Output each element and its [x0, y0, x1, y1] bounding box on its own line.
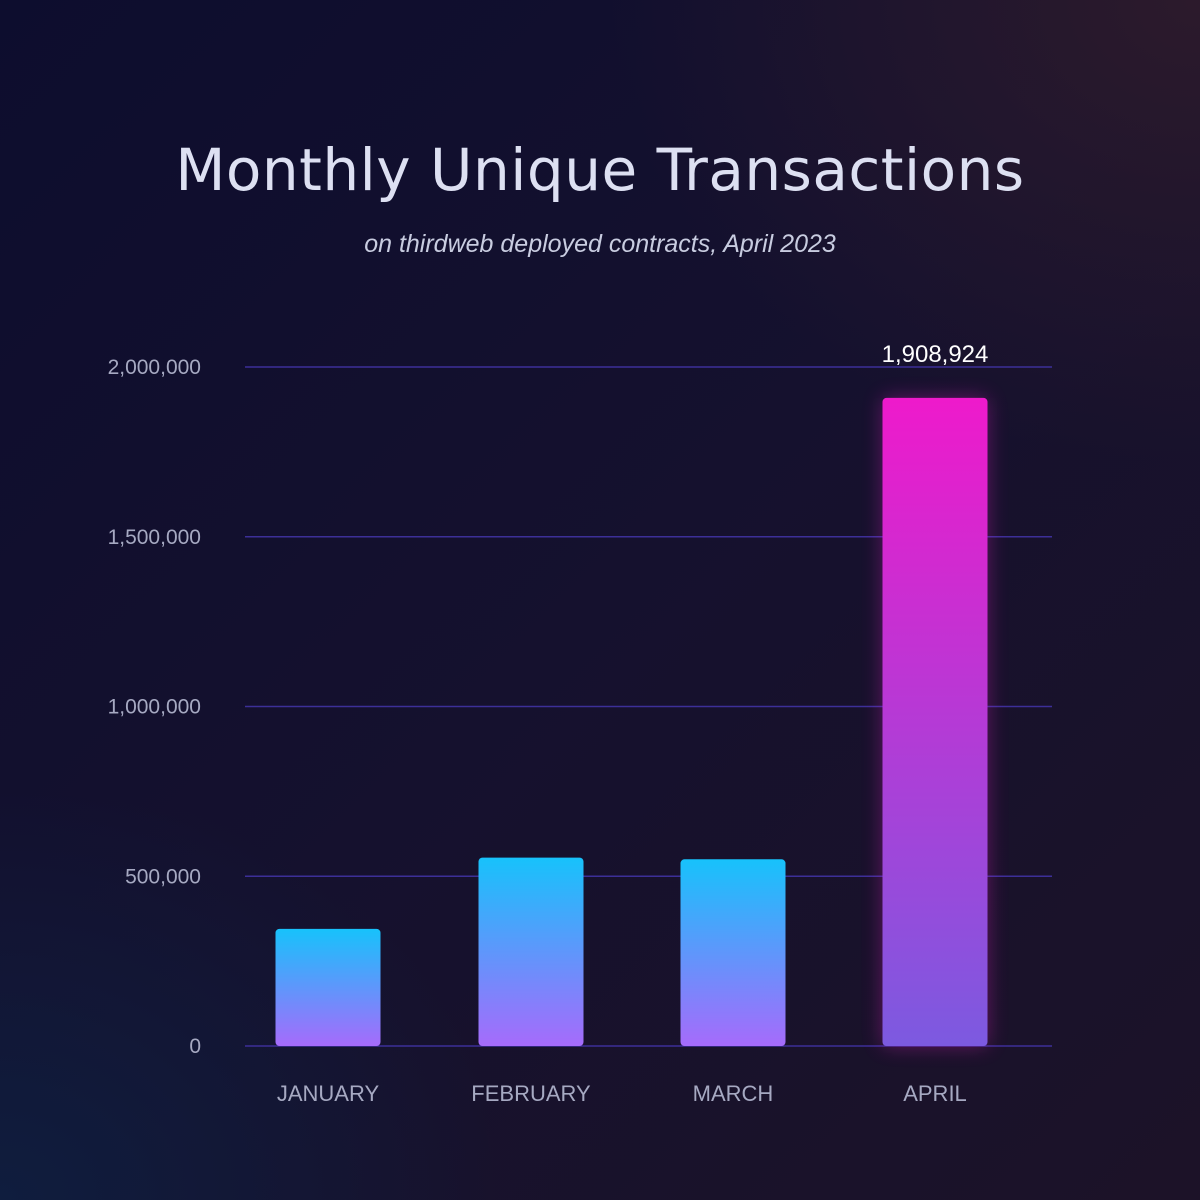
y-tick-label: 1,500,000: [108, 526, 201, 549]
bar-january: [275, 928, 381, 1046]
x-axis: JANUARY FEBRUARY MARCH APRIL: [277, 1081, 967, 1106]
bar-april: [882, 397, 988, 1046]
bars: [275, 397, 988, 1046]
data-labels: 1,908,924: [882, 341, 989, 368]
chart-title: Monthly Unique Transactions: [175, 136, 1025, 204]
y-tick-label: 1,000,000: [108, 696, 201, 719]
x-tick-label: FEBRUARY: [471, 1081, 591, 1106]
x-tick-label: JANUARY: [277, 1081, 380, 1106]
bar-february: [478, 857, 584, 1046]
y-tick-label: 2,000,000: [108, 356, 201, 379]
x-tick-label: APRIL: [903, 1081, 967, 1106]
y-tick-label: 0: [189, 1035, 201, 1058]
bar-march: [680, 859, 786, 1046]
y-tick-label: 500,000: [125, 865, 201, 888]
data-label: 1,908,924: [882, 341, 989, 368]
x-tick-label: MARCH: [693, 1081, 774, 1106]
chart-subtitle: on thirdweb deployed contracts, April 20…: [364, 230, 836, 258]
y-axis: 0 500,000 1,000,000 1,500,000 2,000,000: [108, 356, 201, 1058]
